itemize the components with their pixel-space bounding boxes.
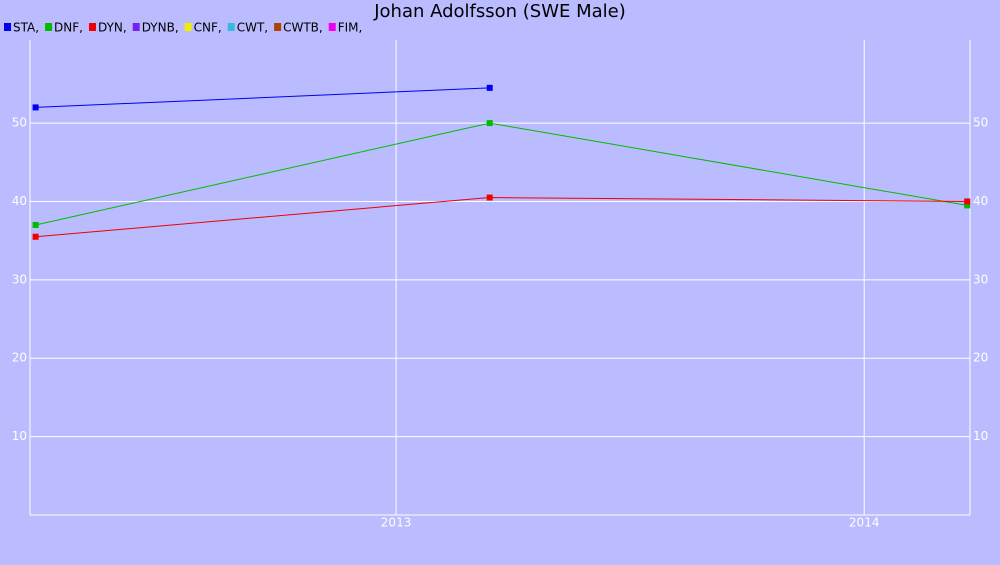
legend-swatch bbox=[88, 23, 96, 31]
y-tick-label-right: 10 bbox=[973, 429, 988, 443]
legend-swatch bbox=[274, 23, 282, 31]
legend-swatch bbox=[45, 23, 53, 31]
y-tick-label-right: 40 bbox=[973, 194, 988, 208]
point bbox=[32, 233, 39, 240]
series-line bbox=[35, 87, 490, 108]
chart-title: Johan Adolfsson (SWE Male) bbox=[373, 1, 626, 22]
point bbox=[32, 104, 39, 111]
x-tick-label: 2013 bbox=[381, 516, 412, 530]
legend-swatch bbox=[227, 23, 235, 31]
y-tick-label-right: 50 bbox=[973, 116, 988, 130]
y-tick-label-right: 20 bbox=[973, 351, 988, 365]
y-tick-label: 40 bbox=[12, 194, 27, 208]
y-tick-label-right: 30 bbox=[973, 272, 988, 286]
legend-label: CWTB, bbox=[283, 21, 323, 35]
legend-label: DYNB, bbox=[142, 21, 179, 35]
legend-label: FIM, bbox=[338, 21, 363, 35]
point bbox=[32, 221, 39, 228]
y-tick-label: 10 bbox=[12, 429, 27, 443]
legend-label: CWT, bbox=[237, 21, 268, 35]
legend-swatch bbox=[184, 23, 192, 31]
legend-label: STA, bbox=[13, 21, 39, 35]
point bbox=[964, 202, 971, 209]
legend-swatch bbox=[132, 23, 140, 31]
y-tick-label: 30 bbox=[12, 272, 27, 286]
x-tick-label: 2014 bbox=[849, 516, 880, 530]
y-tick-label: 50 bbox=[12, 116, 27, 130]
point bbox=[486, 120, 493, 127]
point bbox=[486, 194, 493, 201]
point bbox=[486, 84, 493, 91]
legend-swatch bbox=[328, 23, 336, 31]
y-tick-label: 20 bbox=[12, 351, 27, 365]
legend-swatch bbox=[4, 23, 11, 31]
legend-label: DYN, bbox=[98, 21, 127, 35]
legend-label: CNF, bbox=[194, 21, 222, 35]
point bbox=[964, 198, 971, 205]
legend-label: DNF, bbox=[54, 21, 83, 35]
